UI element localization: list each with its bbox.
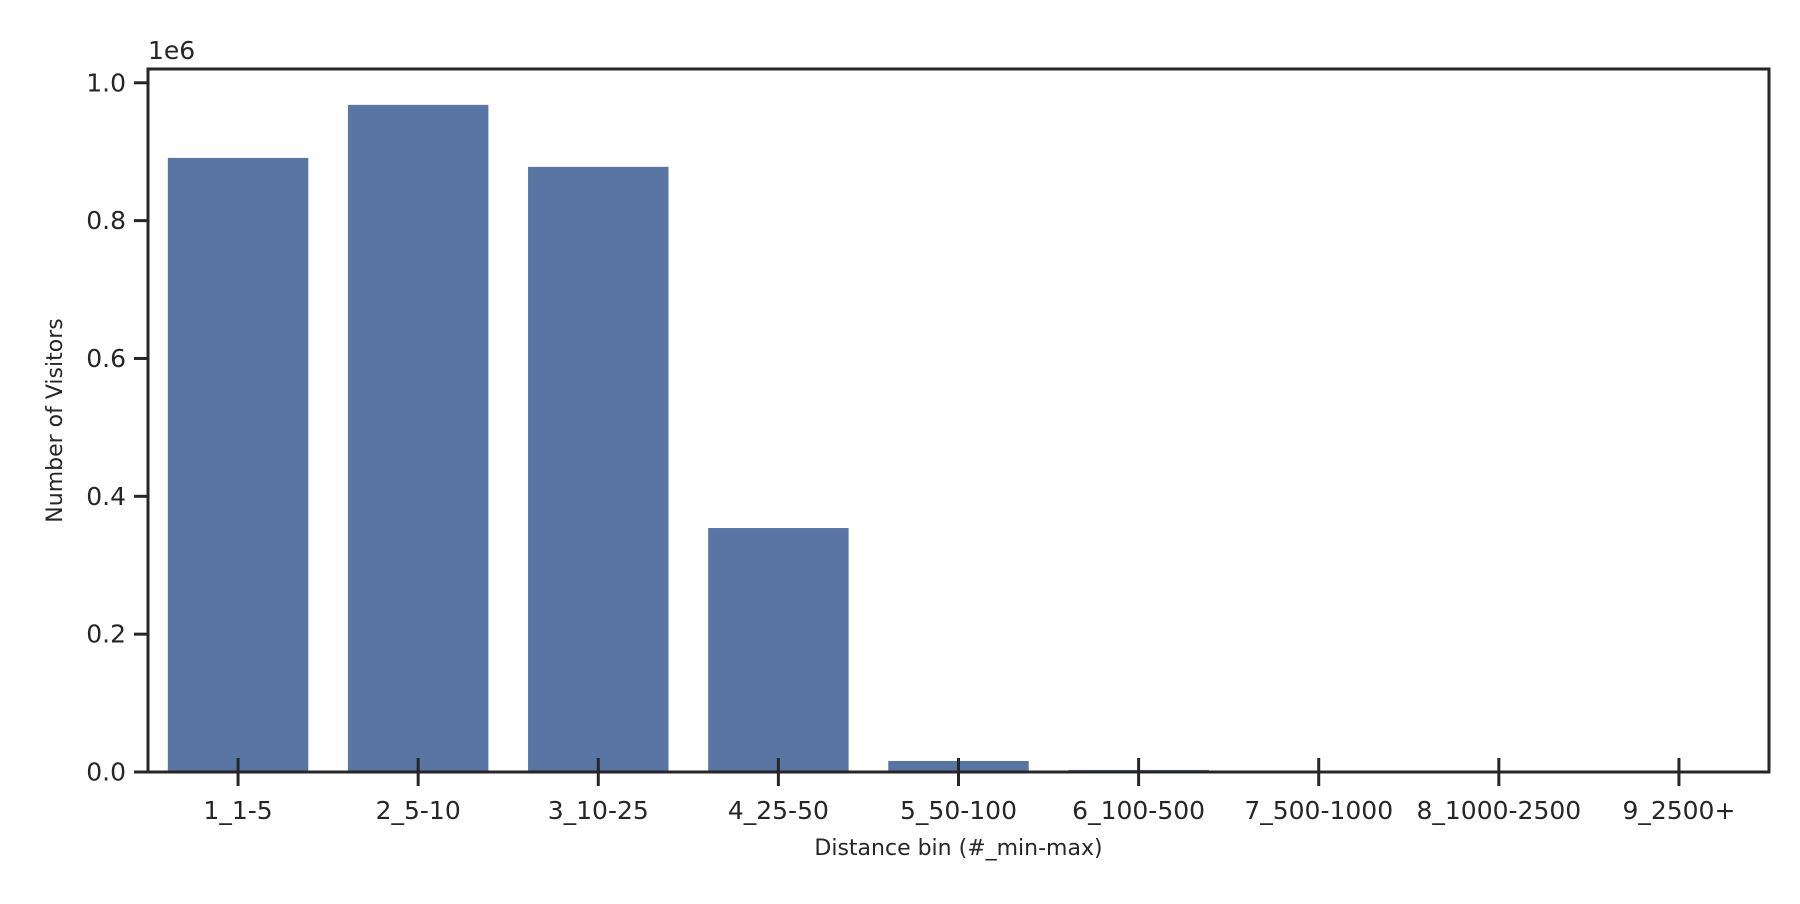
x-tick-label: 7_500-1000	[1244, 796, 1393, 825]
y-tick-label: 0.8	[86, 206, 126, 235]
bar-4_25-50	[708, 528, 848, 772]
y-tick-label: 0.0	[86, 758, 126, 787]
y-tick-label: 0.4	[86, 482, 126, 511]
y-axis-label: Number of Visitors	[43, 318, 68, 522]
x-tick-label: 4_25-50	[728, 796, 829, 825]
x-tick-label: 9_2500+	[1622, 796, 1735, 825]
bar-2_5-10	[348, 105, 488, 772]
y-tick-label: 1.0	[86, 68, 126, 97]
y-axis: 0.0 0.2 0.4 0.6 0.8 1.0	[86, 68, 148, 786]
x-tick-label: 6_100-500	[1072, 796, 1205, 825]
x-tick-label: 8_1000-2500	[1416, 796, 1581, 825]
y-offset-label: 1e6	[148, 36, 195, 65]
bar-3_10-25	[528, 167, 668, 772]
y-tick-label: 0.6	[86, 344, 126, 373]
y-tick-label: 0.2	[86, 620, 126, 649]
x-tick-label: 5_50-100	[900, 796, 1017, 825]
x-tick-label: 1_1-5	[203, 796, 272, 825]
bar-1_1-5	[168, 158, 308, 772]
x-tick-label: 3_10-25	[548, 796, 649, 825]
x-tick-label: 2_5-10	[376, 796, 461, 825]
bars-layer	[168, 105, 1749, 772]
x-axis-label: Distance bin (#_min-max)	[814, 836, 1102, 861]
